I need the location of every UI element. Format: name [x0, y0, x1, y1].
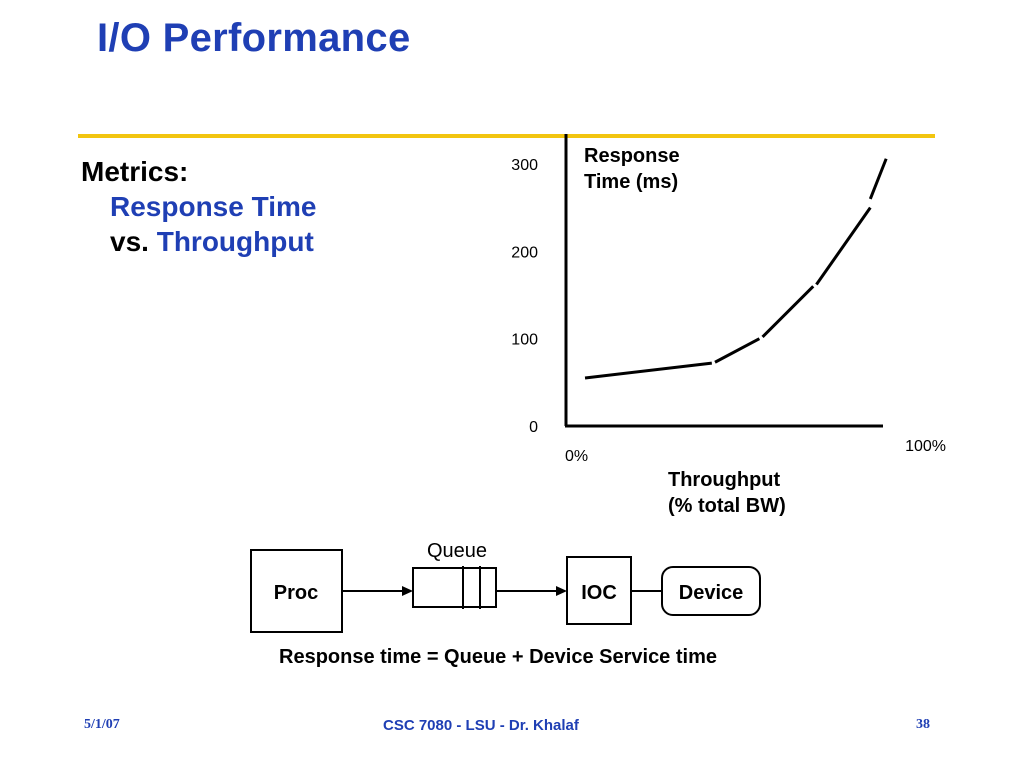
- metric-response-time: Response Time: [110, 191, 317, 222]
- footer-date: 5/1/07: [84, 717, 120, 732]
- slide-title: I/O Performance: [97, 16, 411, 60]
- response-time-curve: [584, 158, 888, 380]
- x-tick-labels: 0% 100%: [565, 438, 946, 465]
- y-tick-labels: 0 100 200 300: [511, 157, 538, 436]
- arrow-head-icon: [402, 586, 413, 596]
- x-axis-label-line1: Throughput: [668, 469, 781, 491]
- arrow-head-icon: [556, 586, 567, 596]
- curve-segment: [868, 158, 888, 200]
- curve-segment: [584, 361, 712, 380]
- metrics-block: Metrics: Response Time vs. Throughput: [81, 154, 316, 259]
- title-divider: [78, 134, 935, 138]
- response-time-equation: Response time = Queue + Device Service t…: [279, 646, 717, 668]
- metric-vs-line: vs. Throughput: [81, 224, 316, 259]
- metric-throughput: Throughput: [156, 226, 314, 257]
- metric-vs: vs.: [110, 226, 149, 257]
- metrics-label: Metrics:: [81, 156, 189, 187]
- ioc-label: IOC: [581, 582, 617, 604]
- queue-label: Queue: [427, 540, 487, 562]
- device-box: [661, 566, 761, 616]
- y-tick-label: 300: [511, 157, 538, 174]
- curve-segment: [761, 285, 815, 338]
- footer-page-number: 38: [916, 717, 930, 732]
- queue-box: [412, 567, 497, 608]
- y-axis-label-line2: Time (ms): [584, 171, 678, 193]
- y-axis-label-line1: Response: [584, 145, 680, 167]
- y-tick-label: 200: [511, 244, 538, 261]
- curve-segment: [714, 337, 761, 364]
- y-tick-label: 0: [529, 419, 538, 436]
- proc-box: [250, 549, 343, 633]
- proc-label: Proc: [274, 582, 318, 604]
- footer-course: CSC 7080 - LSU - Dr. Khalaf: [383, 717, 579, 734]
- curve-segment: [815, 206, 872, 286]
- x-tick-label: 100%: [905, 438, 946, 455]
- x-axis-label-line2: (% total BW): [668, 495, 786, 517]
- y-tick-label: 100: [511, 332, 538, 349]
- ioc-box: [566, 556, 632, 625]
- device-label: Device: [679, 582, 744, 604]
- x-tick-label: 0%: [565, 448, 588, 465]
